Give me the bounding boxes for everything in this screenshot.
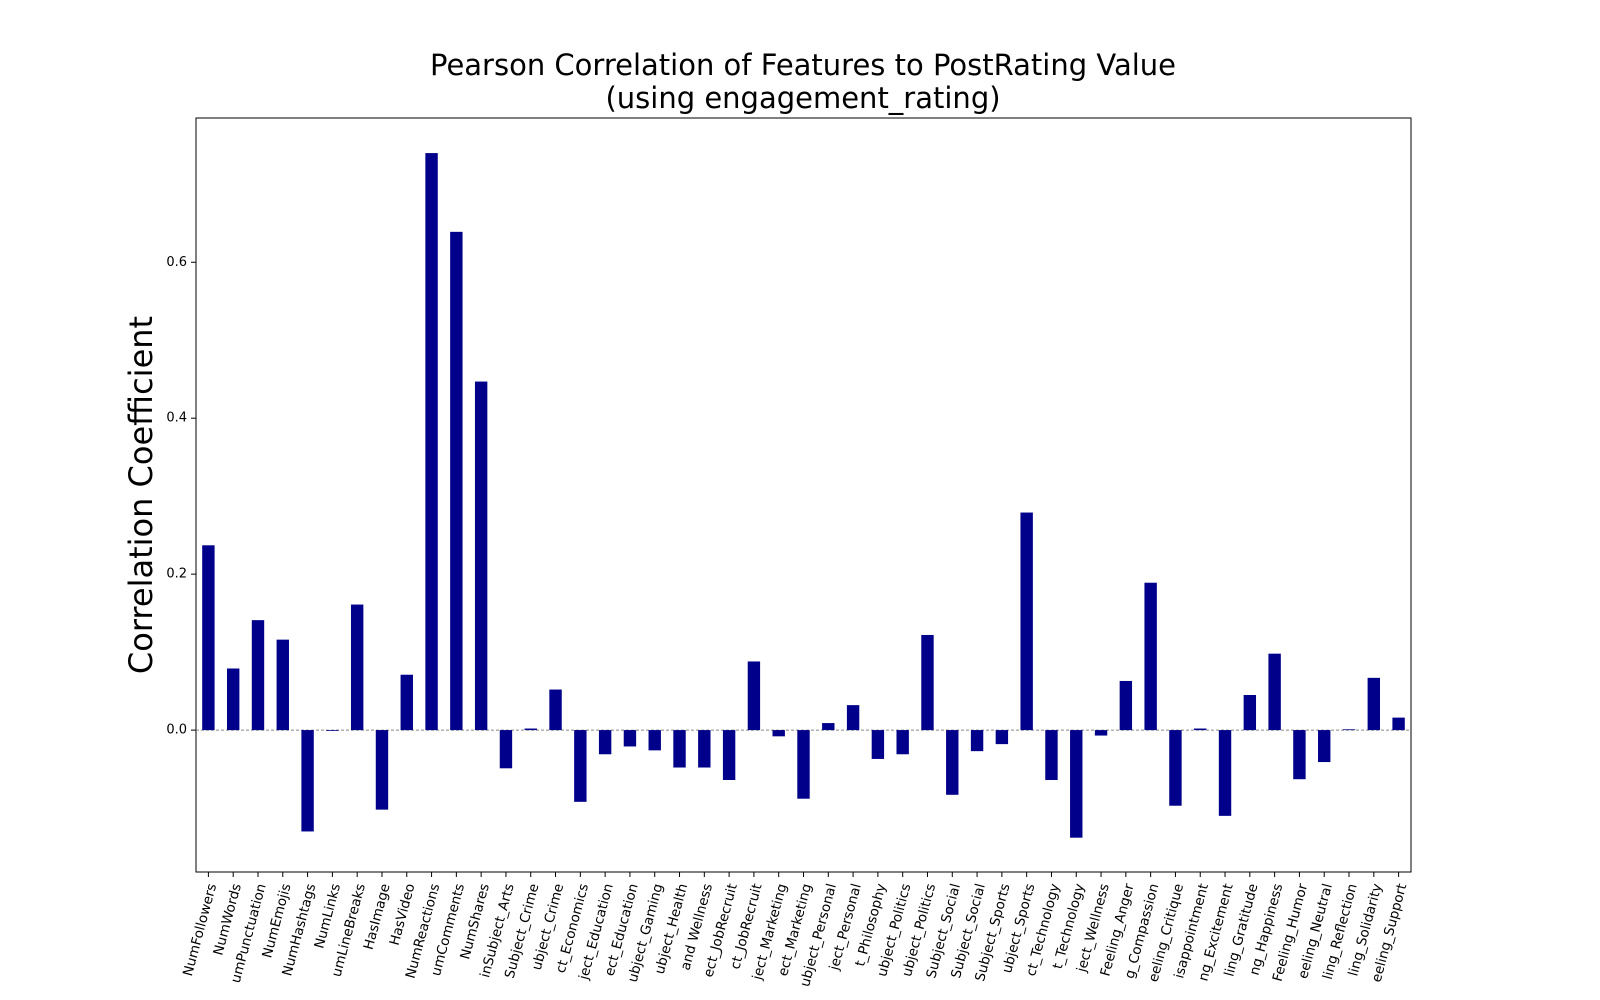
y-tick-label: 0.4: [166, 411, 187, 426]
bar: [673, 730, 686, 768]
bar: [1119, 680, 1133, 731]
bar: [1268, 653, 1281, 731]
bar: [871, 730, 885, 759]
chart-title: Pearson Correlation of Features to PostR…: [430, 48, 1176, 82]
bar: [574, 730, 587, 802]
bar: [1318, 730, 1331, 763]
bar: [1070, 730, 1083, 838]
bar: [598, 730, 612, 755]
bar: [301, 730, 314, 832]
bar: [822, 723, 835, 731]
bar: [350, 604, 364, 731]
bar: [896, 730, 909, 755]
bar: [202, 545, 215, 731]
bar: [623, 730, 637, 747]
bar: [1094, 730, 1108, 736]
bar: [251, 620, 265, 731]
bar: [921, 634, 934, 731]
bar: [1169, 730, 1182, 806]
bar: [1020, 512, 1033, 731]
chart-subtitle: (using engagement_rating): [605, 81, 1000, 115]
bar: [1144, 582, 1157, 731]
y-axis-label: Correlation Coefficient: [122, 316, 160, 674]
bar: [1367, 677, 1381, 731]
bar: [1194, 728, 1207, 731]
y-tick-label: 0.0: [166, 723, 187, 738]
bar: [698, 730, 711, 768]
bar: [326, 730, 339, 731]
bar: [722, 730, 736, 780]
bar: [1293, 730, 1306, 780]
bar: [276, 639, 289, 731]
bar: [1218, 730, 1232, 816]
bar: [450, 231, 463, 731]
x-tick-label: NumFollowers: [180, 882, 220, 978]
bar: [648, 730, 661, 751]
bar: [226, 668, 240, 731]
bar: [772, 730, 785, 737]
bar: [797, 730, 810, 799]
bar: [375, 730, 389, 810]
bar: [970, 730, 984, 752]
bar: [1045, 730, 1058, 780]
y-tick-label: 0.2: [166, 567, 187, 582]
bar: [400, 674, 413, 731]
bar: [499, 730, 513, 769]
bar: [1342, 729, 1356, 731]
y-tick-label: 0.6: [166, 255, 187, 270]
bar: [549, 689, 562, 731]
bar: [846, 705, 860, 731]
bar: [425, 153, 438, 731]
bar: [474, 381, 488, 731]
bar: [995, 730, 1009, 745]
bar: [524, 728, 537, 731]
bar: [946, 730, 959, 795]
bar: [747, 661, 761, 731]
bar: [1243, 695, 1257, 731]
bar: [1392, 717, 1405, 731]
